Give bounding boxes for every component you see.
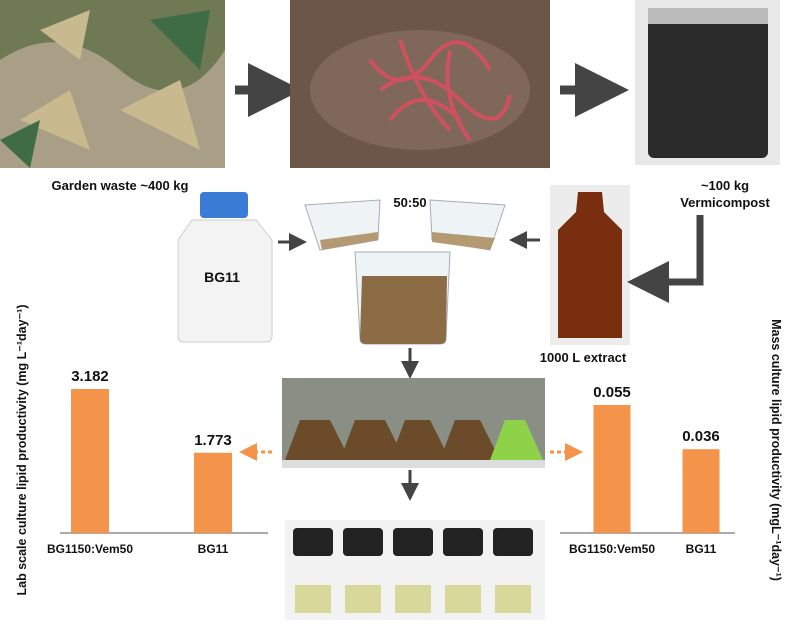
arrow	[627, 215, 704, 303]
label: Vermicompost	[680, 195, 770, 210]
bar	[682, 449, 720, 533]
charts: 3.182 BG1150:Vem50 1.773 BG11 Lab scale cult…	[15, 304, 783, 595]
vermicompost-photo	[635, 0, 780, 165]
flasks-photo	[282, 378, 545, 468]
vials-photo	[285, 520, 545, 620]
extract-jug-photo	[550, 185, 630, 345]
y-axis-label: Lab scale culture lipid productivity (mg…	[15, 304, 29, 595]
garden-waste-photo	[0, 0, 225, 168]
label: 50:50	[393, 195, 426, 210]
label: Garden waste ~400 kg	[52, 178, 189, 193]
mixing-beakers	[304, 199, 506, 345]
bar	[194, 452, 232, 533]
label: ~100 kg	[701, 178, 749, 193]
label: 1000 L extract	[540, 350, 627, 365]
value-label: 3.182	[71, 368, 109, 385]
category-label: BG11	[198, 542, 229, 556]
category-label: BG11	[686, 542, 717, 556]
category-label: BG1150:Vem50	[47, 542, 133, 556]
bg11-bottle	[177, 192, 273, 343]
value-label: 0.055	[593, 384, 631, 401]
bar	[593, 405, 631, 533]
bar	[71, 389, 109, 533]
worms-photo	[290, 0, 550, 168]
label: BG11	[204, 269, 240, 285]
value-label: 1.773	[194, 432, 232, 449]
y-axis-label: Mass culture lipid productivity (mgL⁻¹da…	[769, 319, 783, 581]
value-label: 0.036	[682, 428, 720, 445]
category-label: BG1150:Vem50	[569, 542, 655, 556]
